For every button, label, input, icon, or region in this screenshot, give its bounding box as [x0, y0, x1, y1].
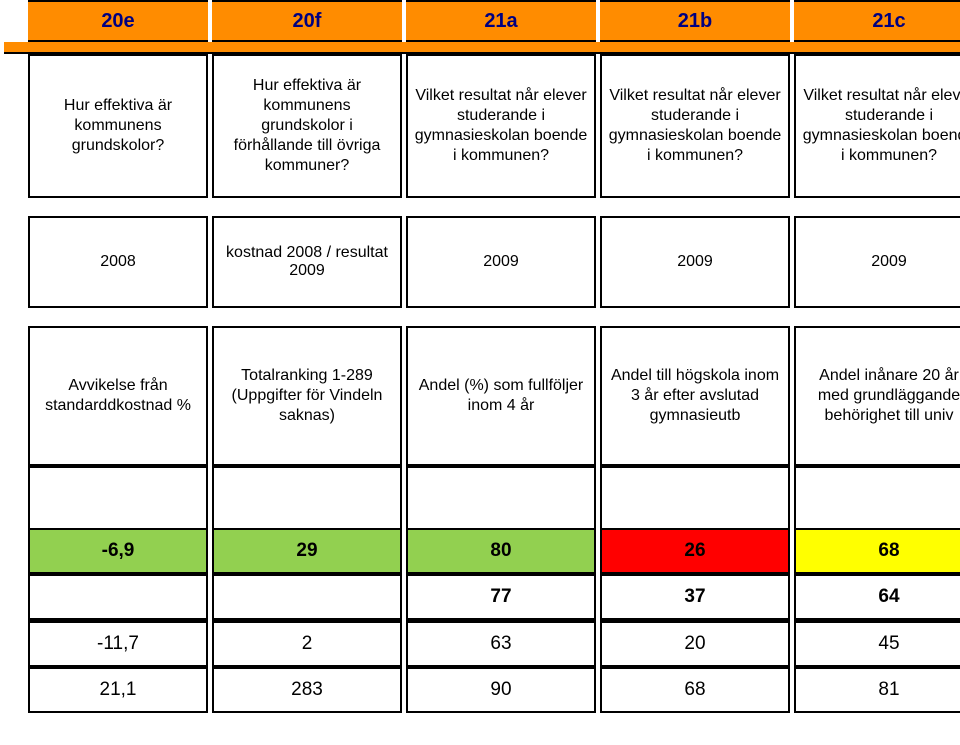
metric-cell: Andel (%) som fullföljer inom 4 år: [406, 326, 596, 466]
data-cell: 2: [212, 621, 402, 667]
data-cell: 63: [406, 621, 596, 667]
table-row: 21,1283906881: [4, 667, 960, 713]
year-cell: 2008: [28, 216, 208, 308]
description-cell: Vilket resultat når elever studerande i …: [794, 54, 960, 198]
description-cell: Vilket resultat når elever studerande i …: [406, 54, 596, 198]
header-cell: 21b: [600, 0, 790, 42]
table-row: -6,929802668: [4, 528, 960, 574]
data-cell: 283: [212, 667, 402, 713]
table-row: 773764: [4, 574, 960, 621]
metric-row: Avvikelse från standarddkostnad % Totalr…: [4, 326, 960, 466]
description-cell: Hur effektiva är kommunens grundskolor?: [28, 54, 208, 198]
header-spacer: [4, 0, 24, 42]
data-cell: [28, 574, 208, 621]
metric-cell: Andel till högskola inom 3 år efter avsl…: [600, 326, 790, 466]
data-cell: 90: [406, 667, 596, 713]
orange-pad: [4, 42, 960, 54]
year-cell: kostnad 2008 / resultat 2009: [212, 216, 402, 308]
data-cell: -6,9: [28, 528, 208, 574]
data-cell: 45: [794, 621, 960, 667]
data-cell: 68: [600, 667, 790, 713]
header-cell: 20e: [28, 0, 208, 42]
table-row: -11,72632045: [4, 621, 960, 667]
blank-cell: [600, 466, 790, 528]
data-cell: 26: [600, 528, 790, 574]
blank-row: [4, 466, 960, 528]
data-cell: 37: [600, 574, 790, 621]
blank-cell: [406, 466, 596, 528]
header-cell: 21c: [794, 0, 960, 42]
header-row: 20e 20f 21a 21b 21c: [4, 0, 960, 42]
header-cell: 21a: [406, 0, 596, 42]
year-cell: 2009: [794, 216, 960, 308]
year-cell: 2009: [406, 216, 596, 308]
data-cell: [212, 574, 402, 621]
data-cell: 20: [600, 621, 790, 667]
data-cell: -11,7: [28, 621, 208, 667]
description-cell: Hur effektiva är kommunens grundskolor i…: [212, 54, 402, 198]
data-cell: 80: [406, 528, 596, 574]
description-row: Hur effektiva är kommunens grundskolor? …: [4, 54, 960, 198]
data-cell: 64: [794, 574, 960, 621]
description-cell: Vilket resultat når elever studerande i …: [600, 54, 790, 198]
data-cell: 77: [406, 574, 596, 621]
page: 20e 20f 21a 21b 21c Hur effektiva är kom…: [0, 0, 960, 745]
metric-cell: Andel inånare 20 år med grundläggande be…: [794, 326, 960, 466]
data-cell: 29: [212, 528, 402, 574]
year-row: 2008 kostnad 2008 / resultat 2009 2009 2…: [4, 216, 960, 308]
blank-cell: [794, 466, 960, 528]
blank-cell: [28, 466, 208, 528]
data-table: 20e 20f 21a 21b 21c Hur effektiva är kom…: [0, 0, 960, 713]
metric-cell: Totalranking 1-289 (Uppgifter för Vindel…: [212, 326, 402, 466]
blank-cell: [212, 466, 402, 528]
data-cell: 68: [794, 528, 960, 574]
data-cell: 81: [794, 667, 960, 713]
metric-cell: Avvikelse från standarddkostnad %: [28, 326, 208, 466]
year-cell: 2009: [600, 216, 790, 308]
data-cell: 21,1: [28, 667, 208, 713]
header-cell: 20f: [212, 0, 402, 42]
